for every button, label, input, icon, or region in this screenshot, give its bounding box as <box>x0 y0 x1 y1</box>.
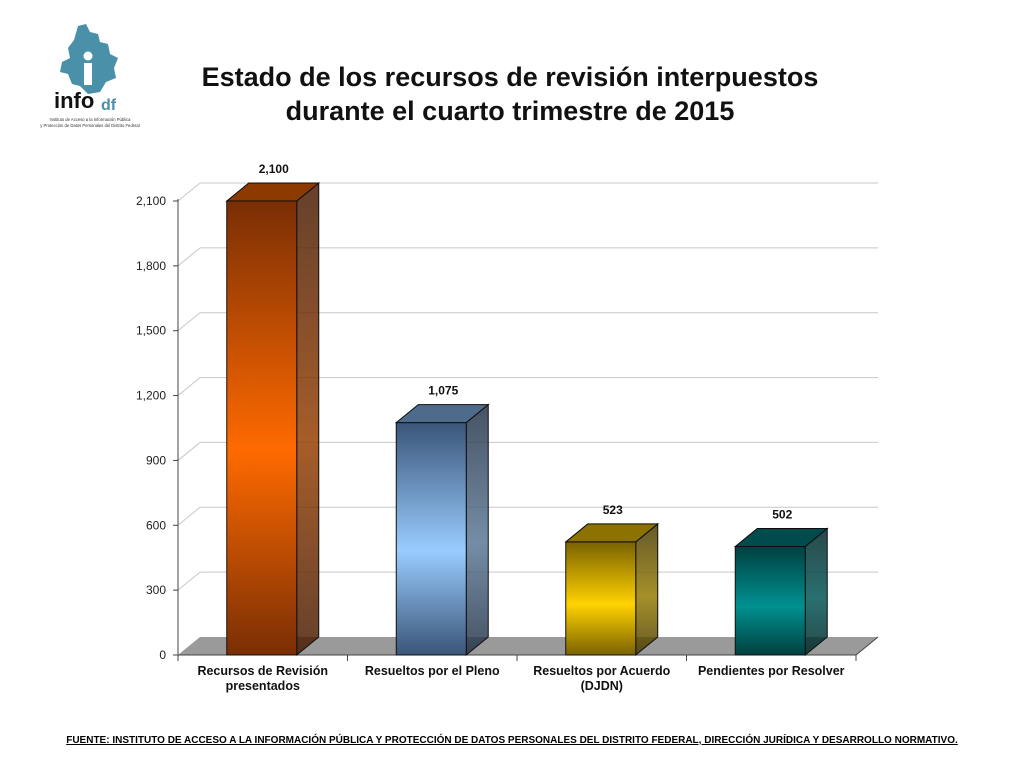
bar <box>734 545 806 656</box>
y-tick-label: 600 <box>146 518 166 532</box>
bar-top-shade <box>396 404 489 423</box>
bar-top <box>225 182 321 202</box>
y-tick-label: 300 <box>146 583 166 597</box>
gridline-depth <box>177 506 201 526</box>
gridline-depth <box>177 442 201 461</box>
y-tick-label: 900 <box>146 453 166 467</box>
gridline-depth <box>177 247 201 267</box>
bar <box>395 422 467 656</box>
x-tick-label: Resueltos por el Pleno <box>365 664 500 678</box>
x-tick-label: Pendientes por Resolver <box>698 664 845 678</box>
y-tick-label: 0 <box>159 648 166 662</box>
bar-side-shade <box>805 528 828 655</box>
bar-top <box>394 404 490 424</box>
bar-top <box>564 523 660 543</box>
x-tick-label: Resueltos por Acuerdo <box>533 664 670 678</box>
bar-top-shade <box>226 183 319 201</box>
logo-caption-line2: y Protección de Datos Personales del Dis… <box>40 123 139 128</box>
logo-brand-sub: df <box>101 97 117 114</box>
source-note: FUENTE: INSTITUTO DE ACCESO A LA INFORMA… <box>66 735 958 746</box>
bar-side-shade <box>635 523 658 655</box>
data-label: 523 <box>603 503 623 517</box>
bar <box>226 200 298 656</box>
logo-brand-main: info <box>54 88 94 113</box>
x-axis-end <box>855 636 879 656</box>
bar-top-shade <box>565 523 658 542</box>
gridline-depth <box>177 377 201 396</box>
bar-top <box>733 527 829 547</box>
gridline-depth <box>177 571 201 591</box>
x-tick-label: (DJDN) <box>581 679 623 693</box>
bar <box>565 541 637 656</box>
data-label: 1,075 <box>428 384 458 398</box>
gridline-depth <box>177 312 201 332</box>
infodf-logo: info df Instituto de Acceso a la Informa… <box>40 24 140 128</box>
y-tick-label: 1,800 <box>136 259 166 273</box>
logo-caption-line1: Instituto de Acceso a la Información Púb… <box>49 117 131 122</box>
x-tick-label: presentados <box>226 679 300 693</box>
bar-side-shade <box>466 404 489 655</box>
bar-top-shade <box>735 528 828 547</box>
chart-floor <box>178 637 878 655</box>
gridline-depth <box>177 182 201 202</box>
y-tick-label: 1,200 <box>136 389 166 403</box>
data-label: 2,100 <box>259 162 289 176</box>
y-tick-label: 2,100 <box>136 194 166 208</box>
chart-title-line2: durante el cuarto trimestre de 2015 <box>285 96 735 126</box>
x-tick-label: Recursos de Revisión <box>197 664 328 678</box>
data-label: 502 <box>772 507 792 521</box>
chart-title-line1: Estado de los recursos de revisión inter… <box>201 62 819 92</box>
chart-title: Estado de los recursos de revisión inter… <box>160 60 860 128</box>
bar-side-shade <box>296 183 319 655</box>
y-tick-label: 1,500 <box>136 324 166 338</box>
